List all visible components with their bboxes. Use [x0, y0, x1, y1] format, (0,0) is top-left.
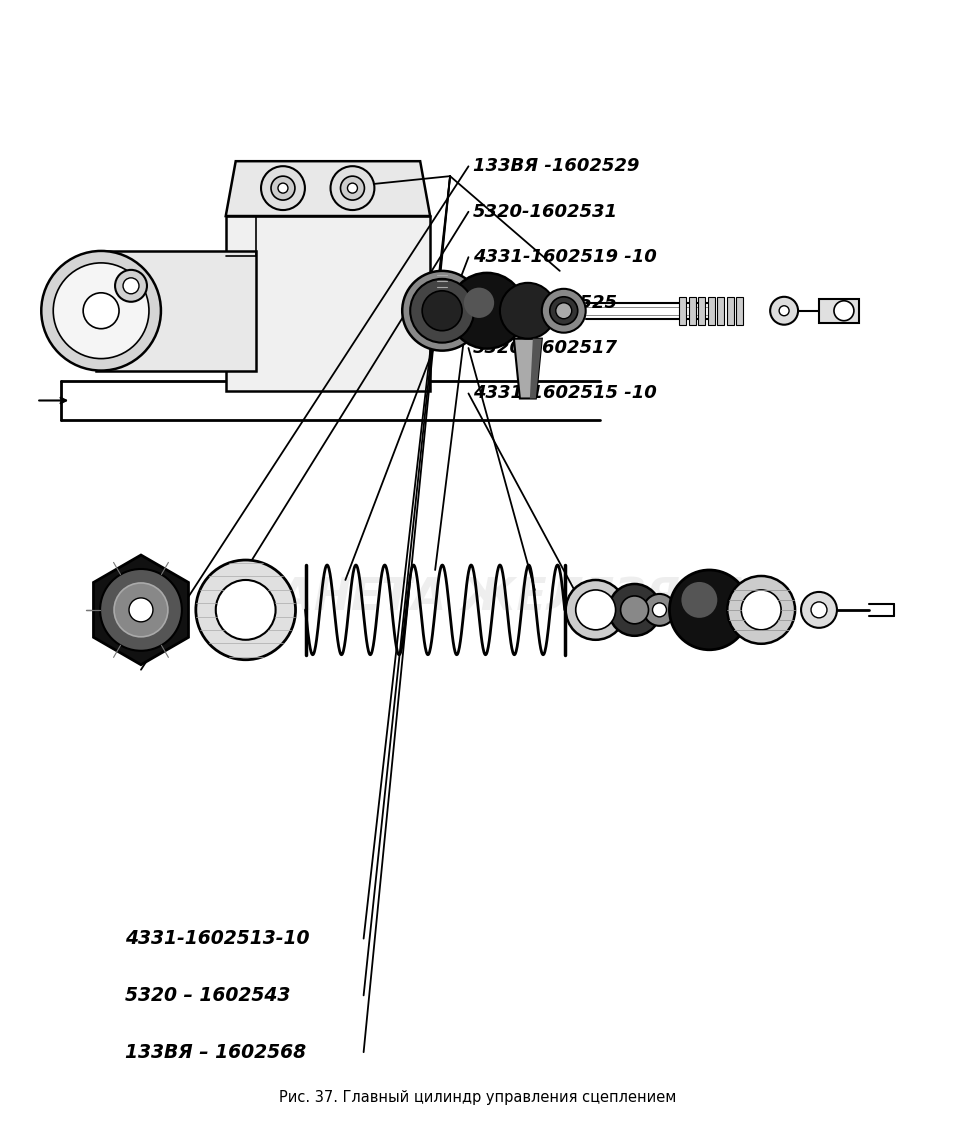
Circle shape [340, 177, 364, 200]
Circle shape [261, 166, 305, 210]
Text: 133ВЯ – 1602568: 133ВЯ – 1602568 [125, 1042, 307, 1062]
Circle shape [771, 297, 798, 325]
Circle shape [653, 603, 666, 617]
Text: 4331-1602513-10: 4331-1602513-10 [125, 929, 310, 948]
Circle shape [129, 598, 153, 622]
Polygon shape [698, 297, 706, 325]
Circle shape [811, 601, 827, 617]
Text: 5320-1602531: 5320-1602531 [473, 203, 619, 221]
Circle shape [83, 293, 120, 329]
Polygon shape [727, 297, 734, 325]
Circle shape [609, 584, 661, 636]
Circle shape [114, 583, 168, 637]
Polygon shape [530, 338, 542, 399]
Text: ПЛАНЕТА ЖЕЛЕЗЯКА: ПЛАНЕТА ЖЕЛЕЗЯКА [206, 576, 750, 620]
Text: 4331-1602515 -10: 4331-1602515 -10 [473, 385, 657, 402]
Circle shape [216, 580, 275, 640]
Polygon shape [819, 298, 858, 322]
Circle shape [278, 183, 288, 194]
Circle shape [54, 263, 149, 359]
Circle shape [550, 297, 577, 325]
Text: 133ВЯ -1602529: 133ВЯ -1602529 [473, 157, 640, 175]
Text: Рис. 37. Главный цилиндр управления сцеплением: Рис. 37. Главный цилиндр управления сцеп… [279, 1090, 677, 1105]
Circle shape [500, 282, 555, 338]
Circle shape [669, 570, 750, 649]
Circle shape [123, 278, 139, 294]
Circle shape [402, 271, 482, 351]
Polygon shape [707, 297, 715, 325]
Circle shape [834, 301, 854, 321]
Circle shape [449, 273, 525, 349]
Circle shape [347, 183, 358, 194]
Circle shape [741, 590, 781, 630]
Circle shape [682, 582, 717, 617]
Text: 5320-1602525: 5320-1602525 [473, 294, 619, 312]
Circle shape [542, 289, 586, 333]
Circle shape [566, 580, 625, 640]
Polygon shape [680, 297, 686, 325]
Polygon shape [97, 251, 255, 370]
Polygon shape [736, 297, 743, 325]
Circle shape [643, 593, 676, 625]
Circle shape [779, 305, 789, 316]
Polygon shape [226, 162, 430, 216]
Polygon shape [514, 338, 542, 399]
Circle shape [620, 596, 648, 624]
Circle shape [801, 592, 836, 628]
Circle shape [423, 290, 462, 330]
Circle shape [100, 570, 182, 650]
Text: 5320-1602517: 5320-1602517 [473, 339, 619, 357]
Text: 4331-1602519 -10: 4331-1602519 -10 [473, 248, 657, 267]
Circle shape [410, 279, 474, 343]
Text: 5320 – 1602543: 5320 – 1602543 [125, 986, 291, 1005]
Circle shape [331, 166, 375, 210]
Circle shape [555, 303, 572, 319]
Polygon shape [94, 555, 188, 665]
Circle shape [576, 590, 616, 630]
Circle shape [41, 251, 161, 370]
Polygon shape [717, 297, 725, 325]
Circle shape [115, 270, 147, 302]
Circle shape [196, 560, 295, 659]
Circle shape [271, 177, 295, 200]
Polygon shape [689, 297, 696, 325]
Circle shape [728, 576, 795, 644]
Circle shape [464, 288, 494, 318]
Polygon shape [226, 216, 430, 391]
